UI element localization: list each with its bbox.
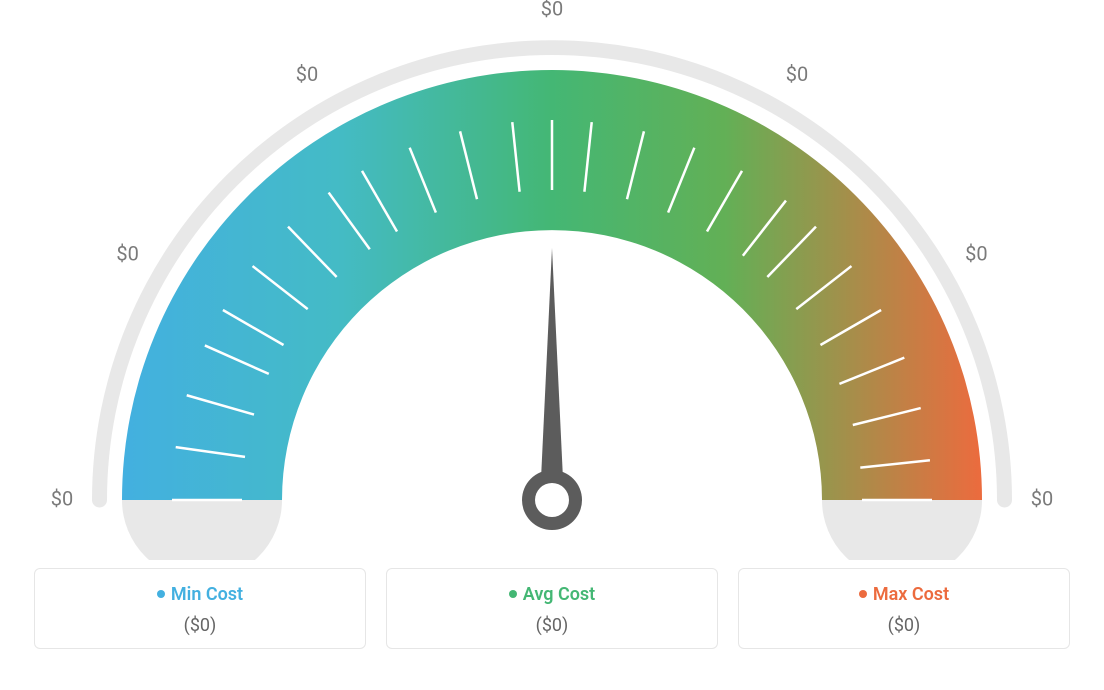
gauge-scale-label: $0 xyxy=(116,241,138,265)
gauge-outline-cap xyxy=(92,493,107,508)
legend-label: Min Cost xyxy=(171,584,243,605)
legend-title: Max Cost xyxy=(859,584,949,605)
legend-title: Avg Cost xyxy=(509,584,595,605)
gauge-scale-label: $0 xyxy=(786,62,808,86)
gauge-outline-cap xyxy=(997,493,1012,508)
legend-value: ($0) xyxy=(397,615,707,636)
gauge-needle-hub-hole xyxy=(535,483,569,517)
legend-value: ($0) xyxy=(45,615,355,636)
gauge-scale-label: $0 xyxy=(296,62,318,86)
legend-dot-icon xyxy=(859,590,867,598)
gauge-needle xyxy=(540,248,564,500)
gauge-scale-label: $0 xyxy=(965,241,987,265)
legend-label: Avg Cost xyxy=(523,584,595,605)
legend-card: Min Cost ($0) xyxy=(34,568,366,649)
legend-dot-icon xyxy=(157,590,165,598)
legend-label: Max Cost xyxy=(873,584,949,605)
legend-row: Min Cost ($0) Avg Cost ($0) Max Cost ($0) xyxy=(0,568,1104,649)
cost-gauge-chart: $0$0$0$0$0$0$0 Min Cost($0)Avg Cost($0)M… xyxy=(0,0,1104,690)
gauge-scale-label: $0 xyxy=(1031,486,1053,510)
gauge-scale-label: $0 xyxy=(541,0,563,20)
legend-value: ($0) xyxy=(749,615,1059,636)
gauge-scale-label: $0 xyxy=(51,486,73,510)
legend-card: Max Cost ($0) xyxy=(738,568,1070,649)
legend-card: Avg Cost ($0) xyxy=(386,568,718,649)
legend-title: Min Cost xyxy=(157,584,243,605)
legend-dot-icon xyxy=(509,590,517,598)
gauge-svg: $0 $0 $0 $0 $0 $0 $0 xyxy=(0,0,1104,560)
